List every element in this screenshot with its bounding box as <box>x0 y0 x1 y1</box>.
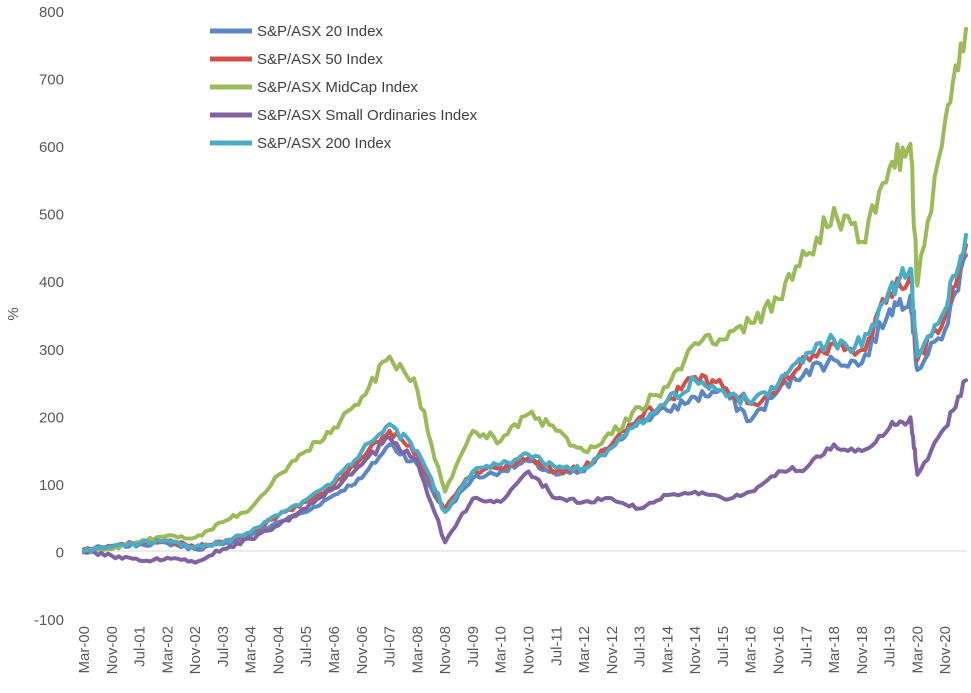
legend-item-label: S&P/ASX MidCap Index <box>257 79 418 96</box>
x-tick-label: Jul-03 <box>215 626 232 667</box>
series-line <box>82 253 968 552</box>
x-tick-label: Nov-04 <box>270 626 287 674</box>
y-axis-label: % <box>5 307 22 320</box>
y-axis-ticks: -100 0 100 200 300 400 500 600 700 800 <box>34 4 64 629</box>
x-tick-label: Mar-06 <box>326 626 343 674</box>
x-tick-label: Jul-01 <box>132 626 149 667</box>
series-line <box>82 378 968 565</box>
x-tick-label: Nov-14 <box>687 626 704 674</box>
x-tick-label: Jul-05 <box>298 626 315 667</box>
x-tick-label: Jul-11 <box>548 626 565 666</box>
x-axis-ticks: Mar-00 Nov-00 Jul-01 Mar-02 Nov-02 Jul-03 Mar-… <box>76 626 954 674</box>
x-tick-label: Mar-14 <box>659 626 676 674</box>
legend-item-label: S&P/ASX 50 Index <box>257 51 383 68</box>
x-tick-label: Nov-20 <box>937 626 954 674</box>
x-tick-label: Mar-20 <box>909 626 926 674</box>
x-tick-label: Nov-06 <box>354 626 371 674</box>
y-tick-label: 200 <box>39 409 64 426</box>
x-tick-label: Nov-08 <box>437 626 454 674</box>
series-line <box>82 243 968 553</box>
x-tick-label: Nov-16 <box>770 626 787 674</box>
x-tick-label: Jul-07 <box>382 626 399 667</box>
legend-item-label: S&P/ASX 20 Index <box>257 23 383 40</box>
x-tick-label: Mar-12 <box>576 626 593 674</box>
x-tick-label: Jul-19 <box>882 626 899 667</box>
x-tick-label: Nov-18 <box>854 626 871 674</box>
y-tick-label: 800 <box>39 4 64 21</box>
y-tick-label: 0 <box>56 544 64 561</box>
x-tick-label: Nov-00 <box>104 626 121 674</box>
x-tick-label: Mar-02 <box>159 626 176 674</box>
y-tick-label: 500 <box>39 207 64 224</box>
series-lines <box>82 26 968 565</box>
x-tick-label: Mar-08 <box>409 626 426 674</box>
y-tick-label: 100 <box>39 477 64 494</box>
x-tick-label: Mar-10 <box>493 626 510 674</box>
series-line <box>82 232 968 554</box>
x-tick-label: Jul-15 <box>715 626 732 667</box>
x-tick-label: Mar-00 <box>76 626 93 674</box>
x-tick-label: Mar-16 <box>743 626 760 674</box>
x-tick-label: Nov-12 <box>604 626 621 674</box>
y-tick-label: -100 <box>34 612 64 629</box>
x-tick-label: Jul-13 <box>632 626 649 667</box>
x-tick-label: Mar-04 <box>243 626 260 674</box>
y-tick-label: 600 <box>39 139 64 156</box>
legend-item-label: S&P/ASX Small Ordinaries Index <box>257 107 478 124</box>
legend: S&P/ASX 20 Index S&P/ASX 50 Index S&P/ASX … <box>210 23 478 152</box>
x-tick-label: Mar-18 <box>826 626 843 674</box>
y-tick-label: 400 <box>39 274 64 291</box>
x-tick-label: Jul-09 <box>465 626 482 667</box>
x-tick-label: Nov-10 <box>520 626 537 674</box>
x-tick-label: Jul-17 <box>798 626 815 667</box>
y-tick-label: 300 <box>39 342 64 359</box>
x-tick-label: Nov-02 <box>187 626 204 674</box>
legend-item-label: S&P/ASX 200 Index <box>257 135 392 152</box>
y-tick-label: 700 <box>39 72 64 89</box>
series-line <box>82 26 968 554</box>
